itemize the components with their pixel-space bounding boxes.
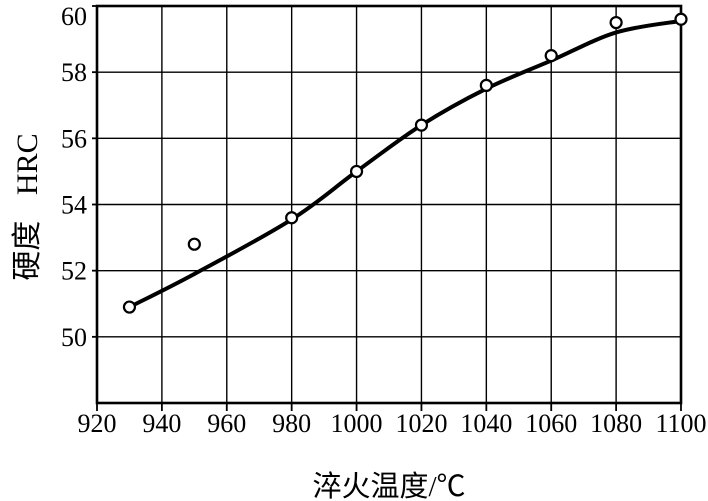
y-tick-label: 56 [61,124,87,153]
data-point-marker [674,12,688,26]
y-tick-label: 52 [61,257,87,286]
data-point-marker [187,237,201,251]
y-tick-label: 54 [61,191,87,220]
x-tick-label: 1020 [395,409,447,438]
y-axis-title: 硬度 HRC [11,133,44,281]
x-tick-label: 960 [207,409,246,438]
data-point-marker [349,164,364,179]
x-tick-label: 1080 [590,409,642,438]
x-tick-label: 940 [142,409,181,438]
y-tick-label: 58 [61,58,87,87]
data-point-marker [544,49,558,63]
x-tick-label: 1040 [460,409,512,438]
data-point-marker [609,15,623,30]
plot-border [95,4,683,405]
x-axis-title: 淬火温度/℃ [312,471,466,501]
y-tick-label: 60 [61,2,87,31]
x-tick-label: 1060 [525,409,577,438]
fitted-curve [127,18,683,310]
data-point-marker [285,211,299,225]
data-point-marker [479,78,493,93]
x-tick-label: 1000 [331,409,383,438]
y-tick-label: 50 [61,323,87,352]
data-point-marker [122,300,137,314]
x-tick-label: 920 [78,409,117,438]
data-point-marker [414,118,429,132]
x-tick-label: 980 [272,409,311,438]
x-tick-label: 1100 [655,409,706,438]
